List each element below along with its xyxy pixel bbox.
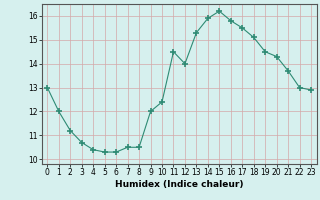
X-axis label: Humidex (Indice chaleur): Humidex (Indice chaleur) xyxy=(115,180,244,189)
